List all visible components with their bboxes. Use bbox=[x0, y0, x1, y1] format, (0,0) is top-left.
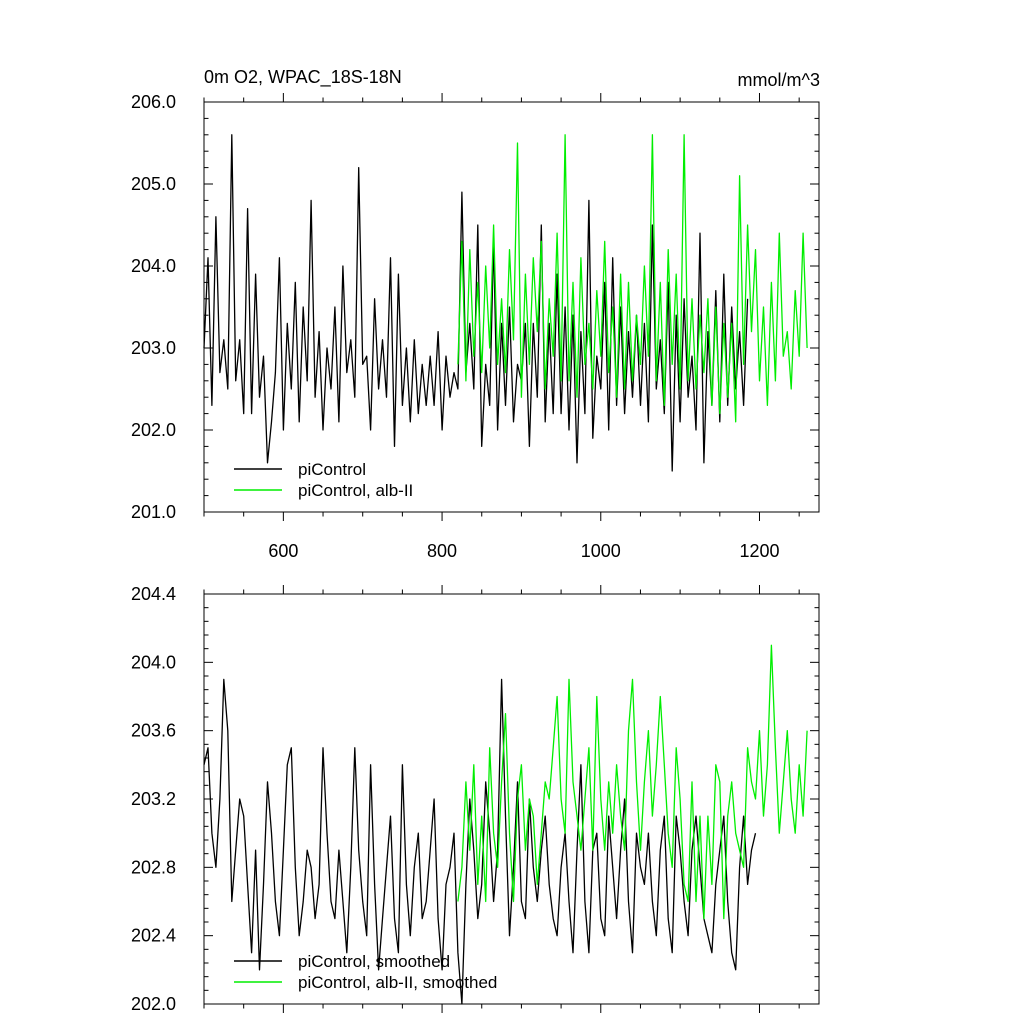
bottom-series-line-picontrol-alb-ii-smoothed bbox=[457, 644, 808, 920]
legend-label-piControl: piControl bbox=[298, 460, 366, 479]
bottom-panel-frame bbox=[203, 593, 820, 1005]
y-tick-label: 206.0 bbox=[131, 92, 176, 112]
top-series-line-picontrol-alb-ii bbox=[457, 134, 808, 423]
y-tick-label: 203.0 bbox=[131, 338, 176, 358]
top-panel-series bbox=[203, 134, 808, 472]
y-tick-label: 204.0 bbox=[131, 256, 176, 276]
bottom-panel-series bbox=[203, 644, 808, 1005]
legend-label-alb-II: piControl, alb-II bbox=[298, 481, 413, 500]
top-panel-units: mmol/m^3 bbox=[738, 70, 820, 90]
x-tick-label: 600 bbox=[268, 541, 298, 561]
top-panel-frame bbox=[203, 101, 820, 513]
x-tick-label: 800 bbox=[427, 541, 457, 561]
top-panel: 0m O2, WPAC_18S-18N mmol/m^3 201.0202.02… bbox=[131, 67, 820, 561]
x-tick-label: 1200 bbox=[739, 541, 779, 561]
y-tick-label: 203.6 bbox=[131, 721, 176, 741]
top-panel-title: 0m O2, WPAC_18S-18N bbox=[204, 67, 402, 88]
top-panel-ticks: 201.0 202.0 203.0 204.0 205.0 206.0 600 800 1000… bbox=[131, 92, 819, 561]
y-tick-label: 202.4 bbox=[131, 926, 176, 946]
y-tick-label: 204.0 bbox=[131, 652, 176, 672]
bottom-panel: 202.0 202.4 202.8 203.2 203.6 204.0 204.4 piCo… bbox=[131, 584, 820, 1014]
y-tick-label: 202.8 bbox=[131, 857, 176, 877]
y-tick-label: 205.0 bbox=[131, 174, 176, 194]
bottom-panel-legend: piControl, smoothed piControl, alb-II, s… bbox=[234, 952, 497, 992]
y-tick-label: 201.0 bbox=[131, 502, 176, 522]
legend-label-alb-II-smoothed: piControl, alb-II, smoothed bbox=[298, 973, 497, 992]
y-tick-label: 203.2 bbox=[131, 789, 176, 809]
y-tick-label: 202.0 bbox=[131, 420, 176, 440]
top-panel-legend: piControl piControl, alb-II bbox=[234, 460, 413, 500]
y-tick-label: 204.4 bbox=[131, 584, 176, 604]
top-series-line-picontrol bbox=[203, 134, 749, 472]
x-tick-label: 1000 bbox=[581, 541, 621, 561]
legend-label-piControl-smoothed: piControl, smoothed bbox=[298, 952, 450, 971]
bottom-series-line-picontrol-smoothed bbox=[203, 678, 757, 1005]
y-tick-label: 202.0 bbox=[131, 994, 176, 1014]
